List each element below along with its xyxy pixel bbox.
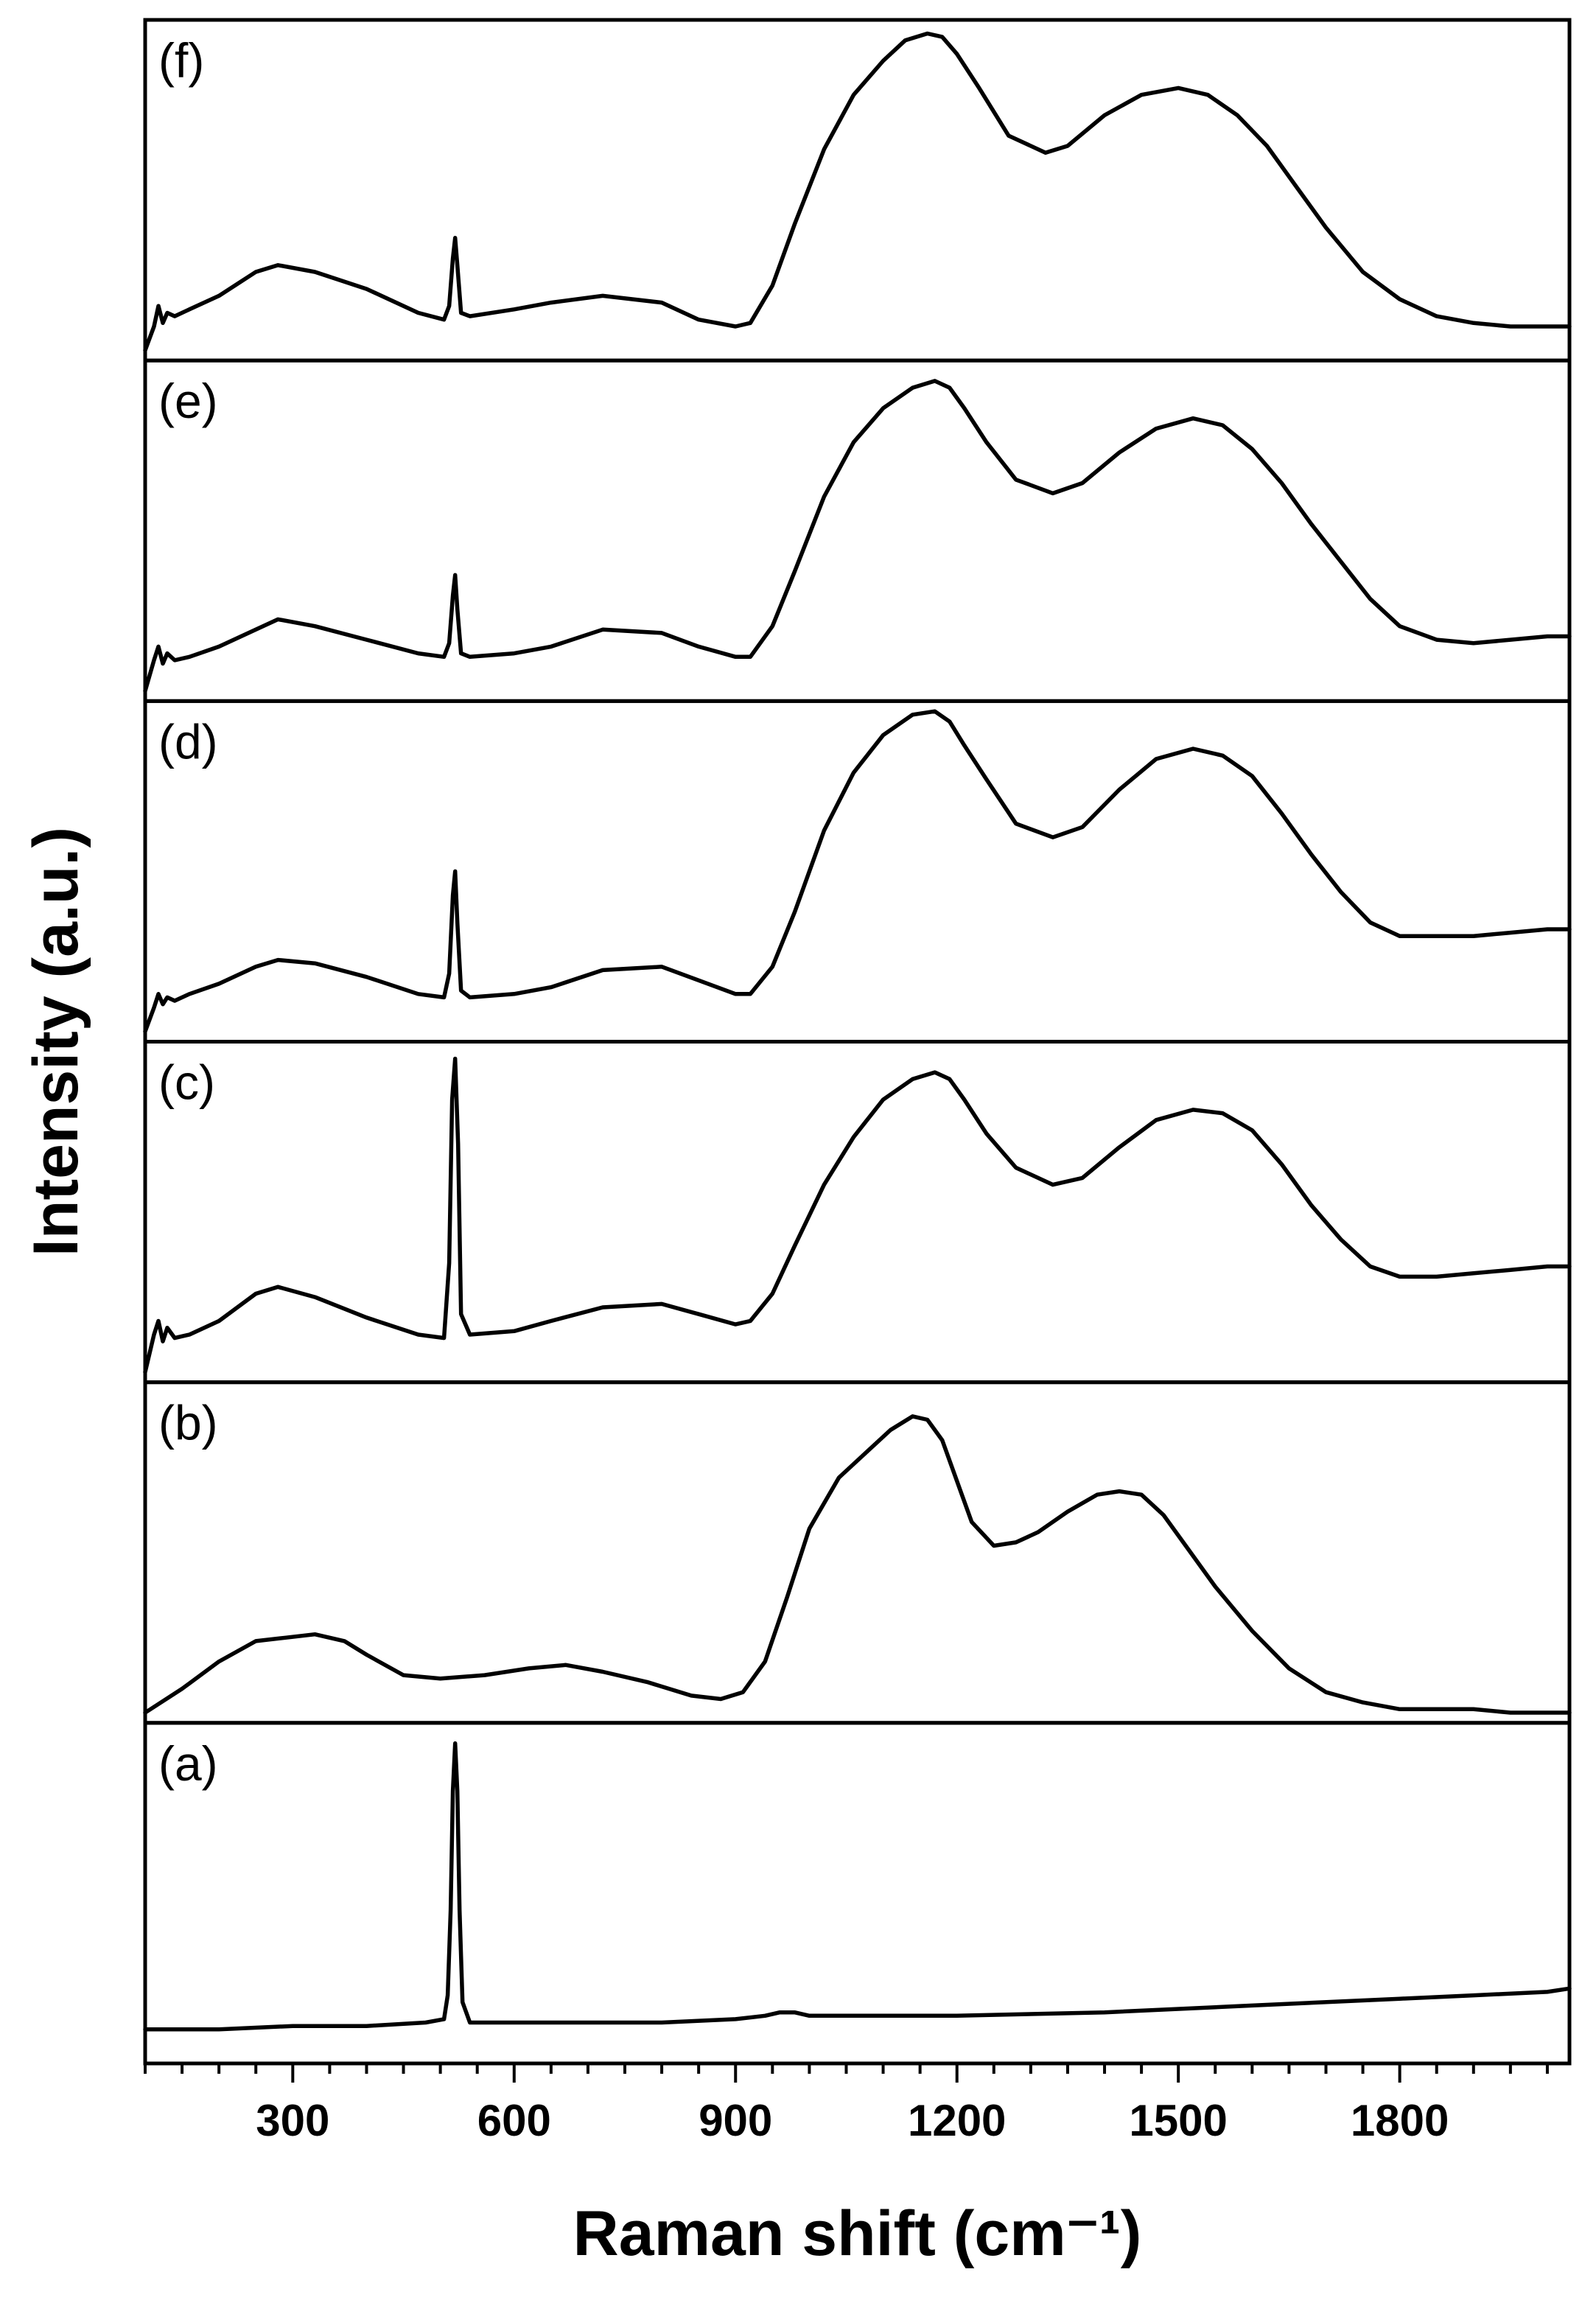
panel-frame	[143, 1380, 1572, 1725]
panel: (e)	[143, 358, 1572, 703]
panel-label: (f)	[158, 33, 204, 88]
panel-frame	[143, 1040, 1572, 1385]
panel-label: (a)	[158, 1736, 218, 1791]
spectrum-line	[143, 1414, 1572, 1715]
spectrum-line	[143, 379, 1572, 693]
panel-label: (b)	[158, 1396, 218, 1450]
x-tick-label: 900	[699, 2096, 772, 2145]
panel-label: (d)	[158, 714, 218, 769]
spectrum-line	[143, 1741, 1572, 2032]
panel: (a)	[143, 1721, 1572, 2066]
panel-frame	[143, 699, 1572, 1044]
panel-frame	[143, 1721, 1572, 2066]
chart-panels: (f) (e) (d) (c) (b) (a)	[143, 18, 1572, 2066]
x-tick-label: 1200	[908, 2096, 1006, 2145]
panel-label: (e)	[158, 374, 218, 428]
y-axis-title: Intensity (a.u.)	[21, 827, 91, 1256]
panel: (f)	[143, 18, 1572, 363]
spectrum-line	[143, 1056, 1572, 1374]
panel-label: (c)	[158, 1055, 215, 1110]
panel-frame	[143, 18, 1572, 363]
x-axis: 300 600 900 1200 1500 1800	[144, 2063, 1549, 2145]
x-tick-label: 300	[256, 2096, 329, 2145]
panel: (c)	[143, 1040, 1572, 1385]
panel: (b)	[143, 1380, 1572, 1725]
x-tick-label: 600	[477, 2096, 551, 2145]
spectrum-line	[143, 709, 1572, 1034]
panel: (d)	[143, 699, 1572, 1044]
x-tick-label: 1800	[1351, 2096, 1449, 2145]
x-axis-title: Raman shift (cm⁻¹)	[573, 2198, 1142, 2269]
panel-frame	[143, 358, 1572, 703]
x-tick-label: 1500	[1129, 2096, 1227, 2145]
spectrum-line	[143, 31, 1572, 353]
